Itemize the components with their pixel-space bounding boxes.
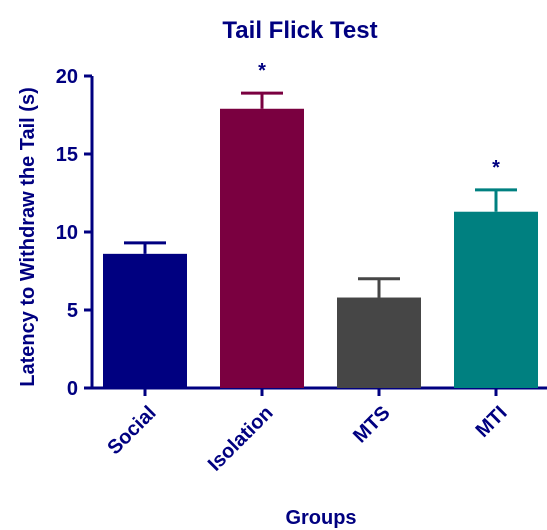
x-tick-label: Isolation xyxy=(204,402,278,476)
significance-marker: * xyxy=(492,157,500,179)
y-tick-label: 5 xyxy=(67,300,78,322)
x-tick-label: MTI xyxy=(472,402,512,442)
chart-title: Tail Flick Test xyxy=(222,17,377,44)
bar-isolation xyxy=(220,108,304,388)
y-tick-label: 0 xyxy=(67,378,78,400)
bar-mti xyxy=(454,211,538,388)
bar-mts xyxy=(337,297,421,388)
y-tick-label: 15 xyxy=(56,144,78,166)
x-tick-label: MTS xyxy=(349,402,394,447)
plot-area: 0 5 10 15 20 Social * Isolation MTS * MTI xyxy=(56,60,547,476)
y-tick-label: 20 xyxy=(56,66,78,88)
significance-marker: * xyxy=(258,60,266,82)
y-tick-label: 10 xyxy=(56,222,78,244)
y-axis-label: Latency to Withdraw the Tail (s) xyxy=(17,87,39,386)
x-tick-label: Social xyxy=(103,402,160,459)
bar-social xyxy=(103,253,187,388)
x-axis-label: Groups xyxy=(285,507,356,529)
